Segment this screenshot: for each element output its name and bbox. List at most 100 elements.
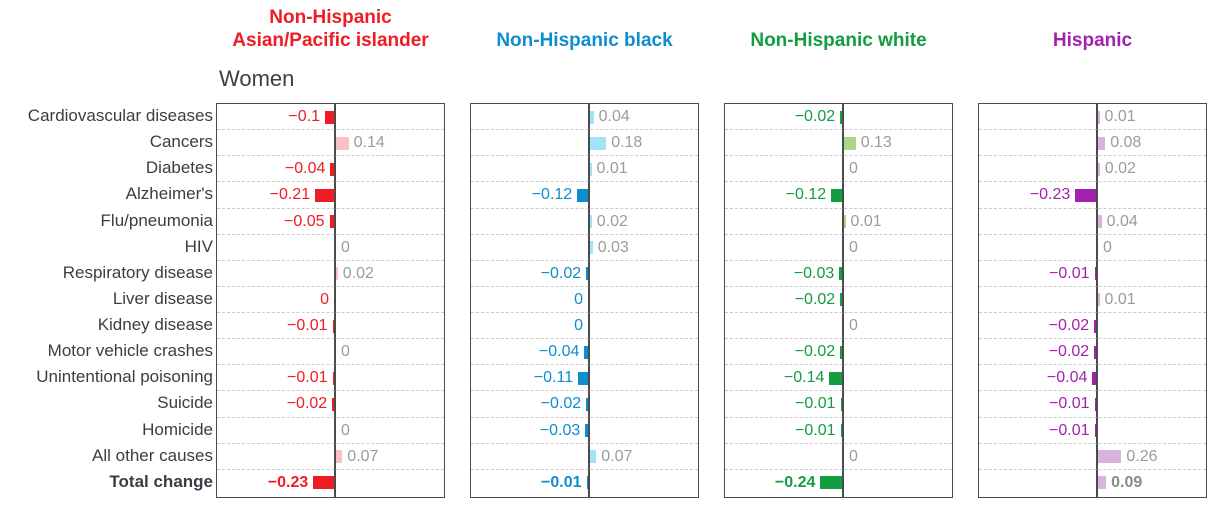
- value-label: −0.01: [795, 395, 836, 413]
- chart-row: 0.01: [979, 104, 1206, 131]
- panel-1: 0.04 0.18 0.01 −0.12 0.02 0.03 −0.02 0 0 −0.04 −0.…: [470, 103, 699, 498]
- chart-row: 0: [217, 418, 444, 444]
- value-label: −0.03: [539, 421, 581, 439]
- panel-0: −0.1 0.14 −0.04 −0.21 −0.05 0 0.02 0 −0.01 0 −0.01…: [216, 103, 445, 498]
- bar: [329, 215, 334, 228]
- value-label: 0: [849, 160, 858, 178]
- chart-row: 0.07: [217, 444, 444, 470]
- bar: [831, 188, 842, 202]
- value-label: −0.01: [287, 317, 328, 334]
- bar: [839, 267, 842, 281]
- bar: [332, 397, 334, 411]
- value-label: 0: [574, 290, 583, 308]
- value-label: −0.02: [794, 343, 836, 361]
- row-label: Flu/pneumonia: [100, 210, 213, 230]
- chart-row: 0.07: [471, 444, 698, 470]
- chart-row: −0.05: [217, 209, 444, 235]
- value-label: 0.07: [601, 447, 633, 465]
- axis-line: [1096, 104, 1098, 497]
- value-label: 0.07: [347, 447, 379, 465]
- chart-row: −0.11: [471, 365, 698, 392]
- value-label: −0.03: [793, 264, 835, 282]
- bar: [1075, 188, 1096, 202]
- bar: [840, 424, 842, 437]
- value-label: 0.09: [1111, 473, 1143, 491]
- bar: [1094, 397, 1096, 411]
- chart-row: 0: [725, 235, 952, 261]
- chart-row: 0.02: [217, 261, 444, 287]
- chart-row: −0.02: [725, 287, 952, 313]
- row-label: Total change: [109, 471, 213, 491]
- chart-row: 0.04: [979, 209, 1206, 235]
- value-label: 0: [320, 290, 329, 308]
- bar: [590, 215, 592, 228]
- chart-row: −0.01: [725, 391, 952, 418]
- value-label: −0.04: [538, 343, 580, 361]
- value-label: −0.01: [541, 473, 582, 491]
- bar: [586, 397, 588, 411]
- bar: [315, 188, 334, 202]
- bar: [1092, 371, 1096, 385]
- bar: [590, 136, 607, 150]
- chart-row: 0: [471, 287, 698, 313]
- bar: [1098, 215, 1102, 228]
- value-label: 0.02: [342, 264, 374, 282]
- chart-row: −0.02: [979, 313, 1206, 340]
- chart-row: 0.02: [471, 209, 698, 235]
- bar: [840, 293, 842, 307]
- bar: [1098, 476, 1107, 490]
- value-label: −0.12: [785, 186, 827, 204]
- chart-row: −0.23: [979, 182, 1206, 209]
- bar: [590, 110, 594, 124]
- chart-row: −0.02: [979, 339, 1206, 366]
- chart-row: −0.01: [471, 470, 698, 496]
- bar: [590, 162, 592, 176]
- chart-row: 0: [979, 235, 1206, 261]
- value-label: 0.01: [596, 160, 628, 178]
- row-label: Unintentional poisoning: [36, 367, 213, 387]
- value-label: 0.02: [596, 212, 628, 230]
- bar: [820, 476, 842, 490]
- value-label: 0.08: [1110, 134, 1142, 152]
- bar: [1098, 293, 1100, 307]
- value-label: −0.23: [267, 473, 309, 491]
- group-header-line: Non-Hispanic black: [496, 30, 673, 51]
- value-label: 0.18: [611, 134, 643, 152]
- value-label: 0.04: [598, 108, 630, 125]
- bar: [586, 267, 588, 281]
- chart-row: 0.18: [471, 130, 698, 157]
- row-label: All other causes: [92, 445, 213, 465]
- bar: [844, 136, 856, 150]
- row-label: Cancers: [149, 132, 213, 152]
- chart-row: −0.02: [725, 104, 952, 131]
- group-header-line: Asian/Pacific islander: [232, 30, 429, 51]
- value-label: −0.01: [1049, 264, 1090, 282]
- bar: [578, 371, 588, 385]
- value-label: 0: [574, 317, 583, 334]
- value-label: −0.01: [287, 369, 328, 387]
- row-labels: Cardiovascular diseases Cancers Diabetes Al…: [0, 103, 213, 495]
- group-header: Hispanic: [978, 29, 1207, 52]
- value-label: −0.02: [286, 395, 328, 413]
- row-label: Cardiovascular diseases: [27, 106, 213, 125]
- chart-row: 0: [725, 444, 952, 470]
- axis-line: [334, 104, 336, 497]
- bar: [336, 450, 343, 464]
- bar: [332, 319, 334, 333]
- chart-row: 0.04: [471, 104, 698, 131]
- value-label: −0.02: [540, 264, 582, 282]
- value-label: 0.03: [597, 238, 629, 256]
- bar: [332, 371, 334, 385]
- axis-line: [588, 104, 590, 497]
- chart-row: −0.04: [217, 156, 444, 183]
- bar: [586, 476, 588, 490]
- bar: [584, 345, 588, 359]
- value-label: −0.04: [284, 160, 326, 178]
- value-label: −0.02: [1048, 317, 1090, 334]
- chart-row: −0.01: [979, 418, 1206, 444]
- chart-row: 0.01: [725, 209, 952, 235]
- chart-row: −0.01: [979, 261, 1206, 287]
- panel-3: 0.01 0.08 0.02 −0.23 0.04 0 −0.01 0.01 −0.02 −0.0…: [978, 103, 1207, 498]
- row-label: Kidney disease: [97, 315, 213, 334]
- chart-row: −0.03: [725, 261, 952, 287]
